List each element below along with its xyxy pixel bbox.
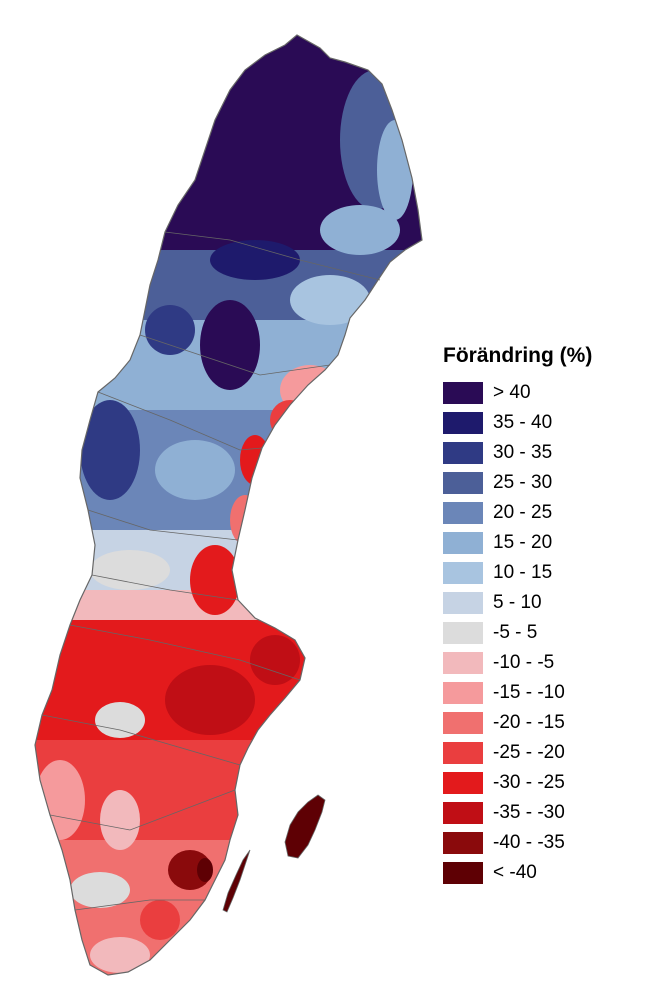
legend: Förändring (%) > 40 35 - 40 30 - 35 25 - 30…	[443, 344, 643, 888]
legend-swatch	[443, 772, 483, 794]
county-boundaries	[41, 231, 381, 911]
legend-label: 20 - 25	[493, 502, 553, 523]
legend-item: -30 - -25	[443, 768, 643, 798]
patch	[90, 937, 150, 973]
legend-label: 5 - 10	[493, 592, 542, 613]
patch	[197, 858, 213, 882]
legend-swatch	[443, 382, 483, 404]
patch	[280, 365, 340, 415]
legend-label: -25 - -20	[493, 742, 565, 763]
legend-item: 35 - 40	[443, 408, 643, 438]
legend-label: -15 - -10	[493, 682, 565, 703]
legend-item: 5 - 10	[443, 588, 643, 618]
patch	[80, 400, 140, 500]
legend-label: -20 - -15	[493, 712, 565, 733]
legend-item: -25 - -20	[443, 738, 643, 768]
gotland-island	[284, 794, 326, 859]
legend-swatch	[443, 442, 483, 464]
legend-label: 30 - 35	[493, 442, 553, 463]
legend-label: 10 - 15	[493, 562, 553, 583]
legend-item: -40 - -35	[443, 828, 643, 858]
legend-item: -35 - -30	[443, 798, 643, 828]
legend-item: -15 - -10	[443, 678, 643, 708]
legend-swatch	[443, 412, 483, 434]
legend-label: -35 - -30	[493, 802, 565, 823]
legend-item: 30 - 35	[443, 438, 643, 468]
patch	[190, 545, 240, 615]
legend-item: 20 - 25	[443, 498, 643, 528]
legend-swatch	[443, 742, 483, 764]
legend-swatch	[443, 562, 483, 584]
legend-swatch	[443, 622, 483, 644]
legend-swatch	[443, 712, 483, 734]
legend-swatch	[443, 472, 483, 494]
patch	[70, 872, 130, 908]
legend-rows: > 40 35 - 40 30 - 35 25 - 30 20 - 25 15 - 20 1…	[443, 378, 643, 888]
legend-swatch	[443, 682, 483, 704]
legend-swatch	[443, 652, 483, 674]
patch	[320, 205, 400, 255]
legend-label: 35 - 40	[493, 412, 553, 433]
legend-item: 25 - 30	[443, 468, 643, 498]
patch	[95, 702, 145, 738]
patch	[145, 305, 195, 355]
patch	[210, 240, 300, 280]
legend-label: -5 - 5	[493, 622, 538, 643]
band-north	[35, 35, 422, 250]
patch	[290, 275, 370, 325]
patch	[165, 665, 255, 735]
legend-swatch	[443, 832, 483, 854]
patch	[250, 635, 300, 685]
patch	[155, 440, 235, 500]
legend-swatch	[443, 502, 483, 524]
legend-label: 25 - 30	[493, 472, 553, 493]
legend-label: 15 - 20	[493, 532, 553, 553]
legend-title: Förändring (%)	[443, 344, 593, 367]
legend-swatch	[443, 862, 483, 884]
legend-label: -40 - -35	[493, 832, 565, 853]
legend-label: -10 - -5	[493, 652, 555, 673]
patch	[377, 120, 413, 220]
patch	[100, 790, 140, 850]
legend-swatch	[443, 532, 483, 554]
legend-label: > 40	[493, 382, 531, 403]
patch	[230, 495, 260, 545]
patch	[140, 900, 180, 940]
patch	[200, 300, 260, 390]
oland-island	[222, 849, 251, 913]
legend-item: -5 - 5	[443, 618, 643, 648]
legend-item: -20 - -15	[443, 708, 643, 738]
legend-item: > 40	[443, 378, 643, 408]
patch	[35, 760, 85, 840]
legend-swatch	[443, 592, 483, 614]
legend-item: -10 - -5	[443, 648, 643, 678]
legend-item: 15 - 20	[443, 528, 643, 558]
legend-item: < -40	[443, 858, 643, 888]
legend-item: 10 - 15	[443, 558, 643, 588]
legend-label: < -40	[493, 862, 537, 883]
legend-label: -30 - -25	[493, 772, 565, 793]
legend-swatch	[443, 802, 483, 824]
patch	[90, 550, 170, 590]
